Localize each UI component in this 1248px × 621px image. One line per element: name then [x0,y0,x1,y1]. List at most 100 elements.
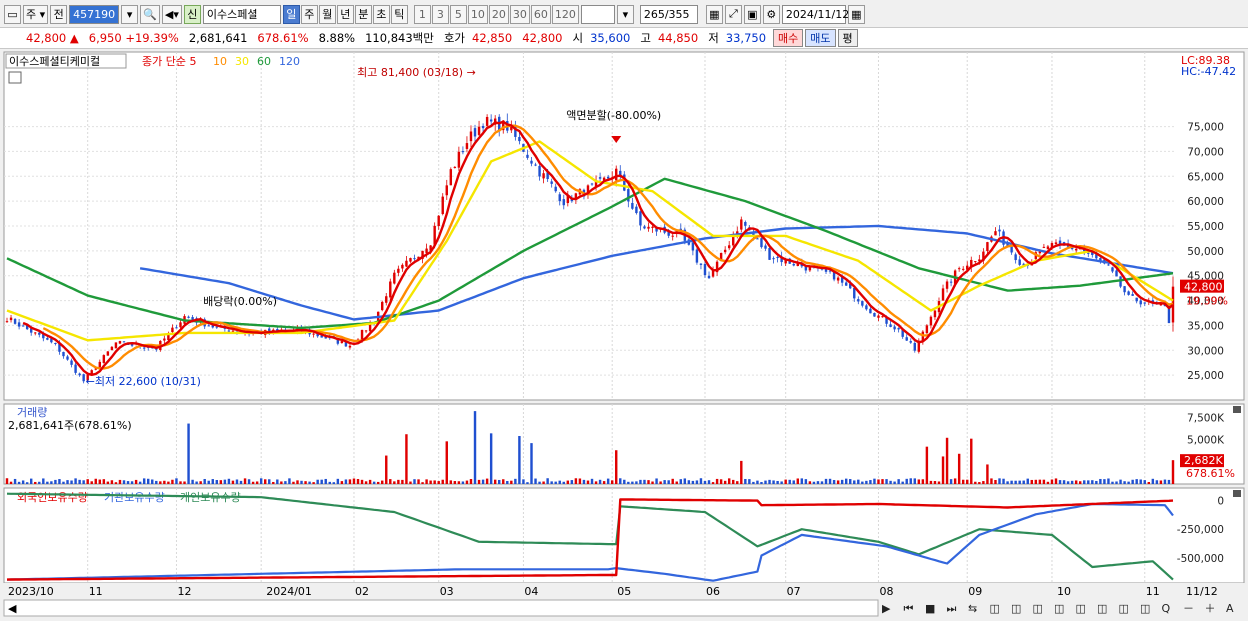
code-dropdown-icon[interactable]: ▾ [121,4,139,24]
candle-body [449,169,453,186]
interval-tab-1[interactable]: 1 [413,4,431,24]
volume-bar [639,479,642,484]
legend-period-120: 120 [279,55,300,68]
volume-bar [179,481,182,484]
period-tab-1[interactable]: 주 [300,4,318,24]
candle-body [691,242,695,251]
volume-bar [586,480,590,484]
gear-icon[interactable]: ⚙ [762,4,780,24]
volume-bar [1062,480,1066,484]
stock-name-field[interactable]: 이수스페셜 [202,4,281,24]
x-tick-label: 07 [787,585,801,598]
holdings-tick-label: 0 [1217,496,1224,508]
candle-body [917,340,921,352]
interval-tab-30[interactable]: 30 [509,4,530,24]
volume-bar [409,481,412,484]
calendar-icon[interactable]: ▦ [847,4,865,24]
period-tab-3[interactable]: 년 [336,4,354,24]
volume-bar [1042,479,1046,484]
prev-button[interactable]: 전 [50,4,68,24]
ma30-line [6,140,1174,342]
candle-body [615,168,618,181]
quote-low: 33,750 [725,31,767,45]
candle-body [401,264,404,269]
period-tab-6[interactable]: 틱 [390,4,408,24]
interval-tab-60[interactable]: 60 [530,4,551,24]
volume-bar [723,480,727,484]
candle-body [1014,254,1017,261]
candle-body [485,116,489,126]
sell-button[interactable]: 매도 [805,29,836,47]
x-tick-label: 06 [706,585,720,598]
period-tab-5[interactable]: 초 [372,4,390,24]
volume-bar [360,479,364,484]
candle-body [594,180,598,187]
candle-body [957,268,961,270]
volume-bar [941,456,945,484]
candle-body [840,277,844,283]
stock-code-input[interactable]: 457190 [69,4,120,24]
volume-bar [324,478,327,484]
candle-body [727,245,731,249]
eval-button[interactable]: 평 [837,29,858,47]
volume-bar [869,480,872,484]
interval-tab-3[interactable]: 3 [431,4,449,24]
candle-body [409,258,412,262]
volume-bar [215,480,219,484]
candle-body [707,275,711,279]
save-icon[interactable]: ▣ [743,4,761,24]
volume-bar [695,480,699,484]
last-volume-pct: 678.61% [1186,467,1235,480]
interval-tab-120[interactable]: 120 [551,4,579,24]
period-tab-4[interactable]: 분 [354,4,372,24]
candle-body [413,258,416,260]
interval-tab-20[interactable]: 20 [488,4,509,24]
layout-icon[interactable]: ▭ [4,4,21,24]
candle-body [828,270,832,272]
date-field[interactable]: 2024/11/12 [781,4,849,24]
volume-bar [223,479,227,484]
candle-body [873,312,876,317]
interval-tab-10[interactable]: 10 [467,4,488,24]
buy-button[interactable]: 매수 [773,29,804,47]
candle-body [562,199,565,206]
volume-bar [816,481,820,484]
candle-body [13,319,17,324]
candle-body [623,174,626,191]
candle-body [50,338,53,343]
candle-body [1046,246,1050,250]
interval-input[interactable] [580,4,615,24]
price-tick-label: 35,000 [1187,320,1224,332]
search-icon[interactable]: 🔍 [140,4,160,24]
volume-bar [5,478,9,484]
period-tab-0[interactable]: 일 [282,4,300,24]
volume-bar [881,479,884,484]
price-tick-label: 55,000 [1187,221,1224,233]
x-tick-label: 04 [524,585,538,598]
interval-dropdown-icon[interactable]: ▾ [616,4,634,24]
candle-body [1159,303,1163,306]
volume-bar [1127,481,1130,484]
crosshair-icon[interactable]: ⤢ [724,4,742,24]
candle-body [42,333,45,339]
volume-bar [853,480,856,484]
volume-bar [151,479,154,484]
period-select[interactable]: 주 ▾ [23,4,49,24]
volume-bar [784,479,787,484]
candle-body [853,287,856,299]
volume-bar [227,478,231,484]
grid-icon[interactable]: ▦ [705,4,723,24]
interval-tab-5[interactable]: 5 [449,4,467,24]
candle-body [998,229,1001,232]
sound-icon[interactable]: ◀▾ [161,4,182,24]
period-tab-2[interactable]: 월 [318,4,336,24]
volume-bar [933,481,937,484]
volume-bar [832,480,836,484]
candle-body [102,355,106,363]
volume-bar [792,480,795,484]
candle-body [744,222,747,226]
volume-bar [719,479,723,484]
volume-bar [1002,478,1005,484]
candle-body [393,272,396,284]
count-field[interactable]: 265/355 [639,4,698,24]
